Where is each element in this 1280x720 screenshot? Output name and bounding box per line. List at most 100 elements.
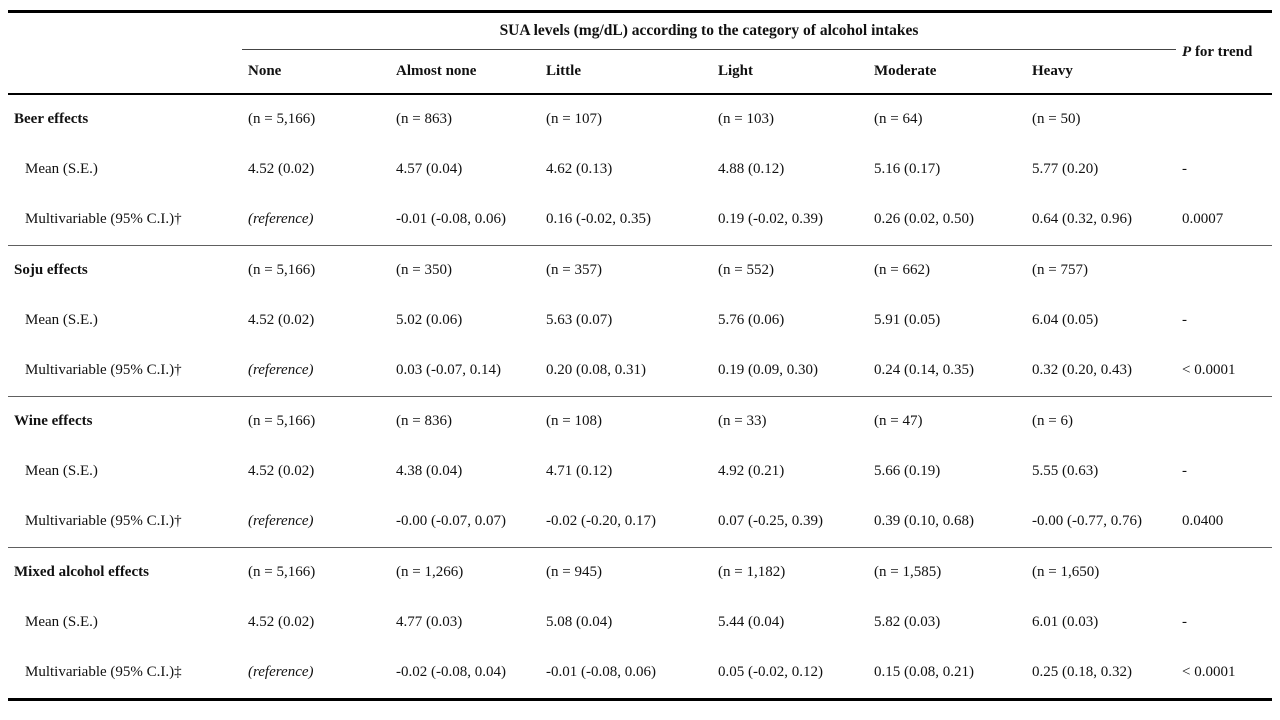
- count-cell: (n = 5,166): [248, 111, 316, 127]
- p-rest: for trend: [1191, 44, 1253, 61]
- count-cell: (n = 108): [540, 395, 712, 447]
- count-cell: (n = 33): [712, 395, 868, 447]
- row-label: Mean (S.E.): [25, 161, 98, 177]
- group-title-row: Soju effects (n = 5,166) (n = 350) (n = 357…: [8, 244, 1273, 296]
- count-cell: (n = 552): [712, 244, 868, 296]
- value-cell: 5.02 (0.06): [396, 312, 463, 328]
- count-cell: (n = 945): [540, 546, 712, 598]
- column-header-row: None Almost none Little Light Moderate H…: [8, 50, 1272, 94]
- data-row: Mean (S.E.) 4.52 (0.02) 4.57 (0.04) 4.62 (0…: [8, 145, 1272, 195]
- group-title: Soju effects: [8, 244, 242, 296]
- column-header-light: Light: [718, 62, 754, 79]
- value-cell: (reference): [248, 362, 314, 378]
- column-header-heavy: Heavy: [1032, 62, 1073, 79]
- value-cell: 4.92 (0.21): [718, 463, 785, 479]
- data-row: Mean (S.E.) 4.52 (0.02) 5.02 (0.06) 5.63 (0…: [8, 296, 1272, 346]
- count-cell: (n = 64): [874, 111, 923, 127]
- count-cell: (n = 5,166): [242, 395, 390, 447]
- group-title: Mixed alcohol effects: [8, 546, 242, 598]
- value-cell: 4.52 (0.02): [248, 161, 315, 177]
- column-header-little: Little: [546, 62, 581, 79]
- row-label: Multivariable (95% C.I.)‡: [25, 664, 182, 680]
- value-cell: 5.91 (0.05): [874, 312, 941, 328]
- value-cell: 0.25 (0.18, 0.32): [1032, 664, 1132, 680]
- p-cell: [1176, 395, 1273, 447]
- value-cell: 0.15 (0.08, 0.21): [874, 664, 974, 680]
- value-cell: 0.19 (-0.02, 0.39): [718, 211, 823, 227]
- value-cell: 0.07 (-0.25, 0.39): [718, 513, 823, 529]
- count-cell: (n = 357): [540, 244, 712, 296]
- p-symbol: P: [1182, 44, 1192, 61]
- count-cell: (n = 103): [718, 111, 774, 127]
- row-label: Mean (S.E.): [25, 463, 98, 479]
- value-cell: -0.02 (-0.08, 0.04): [396, 664, 506, 680]
- data-row: Multivariable (95% C.I.)‡ (reference) -0.0…: [8, 648, 1272, 700]
- table-header: SUA levels (mg/dL) according to the cate…: [8, 11, 1273, 94]
- table-group-1: Soju effects (n = 5,166) (n = 350) (n = 357…: [8, 244, 1273, 396]
- count-cell: (n = 1,650): [1026, 546, 1177, 598]
- value-cell: 4.62 (0.13): [546, 161, 613, 177]
- table-group-3: Mixed alcohol effects (n = 5,166) (n = 1,2…: [8, 546, 1273, 700]
- value-cell: 4.77 (0.03): [396, 614, 463, 630]
- p-cell: -: [1182, 161, 1188, 177]
- table-group-2: Wine effects (n = 5,166) (n = 836) (n = 108…: [8, 395, 1273, 548]
- value-cell: -0.00 (-0.77, 0.76): [1032, 513, 1142, 529]
- value-cell: 0.39 (0.10, 0.68): [874, 513, 974, 529]
- column-header-almost-none: Almost none: [396, 62, 477, 79]
- value-cell: 5.44 (0.04): [718, 614, 785, 630]
- value-cell: -0.02 (-0.20, 0.17): [546, 513, 656, 529]
- count-cell: (n = 863): [396, 111, 452, 127]
- value-cell: (reference): [248, 513, 314, 529]
- value-cell: 4.71 (0.12): [546, 463, 613, 479]
- sua-alcohol-table: SUA levels (mg/dL) according to the cate…: [8, 10, 1273, 701]
- value-cell: (reference): [248, 211, 314, 227]
- p-cell: -: [1182, 312, 1188, 328]
- group-title-row: Beer effects (n = 5,166) (n = 863) (n = 107…: [8, 94, 1272, 145]
- group-title-row: Wine effects (n = 5,166) (n = 836) (n = 108…: [8, 395, 1273, 447]
- group-title: Wine effects: [8, 395, 242, 447]
- value-cell: 4.52 (0.02): [248, 463, 315, 479]
- page: SUA levels (mg/dL) according to the cate…: [8, 10, 1273, 701]
- p-cell: < 0.0001: [1182, 362, 1236, 378]
- value-cell: 4.52 (0.02): [248, 312, 315, 328]
- count-cell: (n = 50): [1032, 111, 1081, 127]
- count-cell: (n = 836): [390, 395, 540, 447]
- spanner-header: SUA levels (mg/dL) according to the cate…: [242, 11, 1177, 50]
- value-cell: 0.19 (0.09, 0.30): [718, 362, 818, 378]
- value-cell: 5.76 (0.06): [718, 312, 785, 328]
- p-cell: -: [1182, 463, 1188, 479]
- p-cell: [1176, 94, 1272, 145]
- value-cell: 6.04 (0.05): [1032, 312, 1099, 328]
- value-cell: -0.01 (-0.08, 0.06): [396, 211, 506, 227]
- p-cell: [1176, 546, 1273, 598]
- count-cell: (n = 757): [1026, 244, 1177, 296]
- value-cell: 5.08 (0.04): [546, 614, 613, 630]
- row-label: Multivariable (95% C.I.)†: [25, 362, 182, 378]
- row-label: Multivariable (95% C.I.)†: [25, 513, 182, 529]
- count-cell: (n = 662): [868, 244, 1026, 296]
- data-row: Multivariable (95% C.I.)† (reference) -0.0…: [8, 497, 1272, 548]
- p-cell: 0.0400: [1182, 513, 1224, 529]
- value-cell: 5.55 (0.63): [1032, 463, 1099, 479]
- value-cell: 0.03 (-0.07, 0.14): [396, 362, 501, 378]
- column-header-none: None: [248, 62, 282, 79]
- value-cell: 4.57 (0.04): [396, 161, 463, 177]
- data-row: Multivariable (95% C.I.)† (reference) -0.0…: [8, 195, 1272, 246]
- value-cell: 0.24 (0.14, 0.35): [874, 362, 974, 378]
- p-for-trend-header: P for trend: [1176, 12, 1272, 94]
- p-cell: < 0.0001: [1182, 664, 1236, 680]
- value-cell: 0.16 (-0.02, 0.35): [546, 211, 651, 227]
- count-cell: (n = 107): [546, 111, 602, 127]
- count-cell: (n = 1,266): [390, 546, 540, 598]
- table-group-0: Beer effects (n = 5,166) (n = 863) (n = 107…: [8, 94, 1272, 246]
- spanner-row: SUA levels (mg/dL) according to the cate…: [8, 11, 1272, 60]
- value-cell: (reference): [248, 664, 314, 680]
- value-cell: 5.77 (0.20): [1032, 161, 1099, 177]
- value-cell: 5.66 (0.19): [874, 463, 941, 479]
- count-cell: (n = 350): [390, 244, 540, 296]
- data-row: Mean (S.E.) 4.52 (0.02) 4.77 (0.03) 5.08 (0…: [8, 598, 1272, 648]
- value-cell: 5.82 (0.03): [874, 614, 941, 630]
- value-cell: 5.16 (0.17): [874, 161, 941, 177]
- value-cell: 5.63 (0.07): [546, 312, 613, 328]
- count-cell: (n = 1,585): [868, 546, 1026, 598]
